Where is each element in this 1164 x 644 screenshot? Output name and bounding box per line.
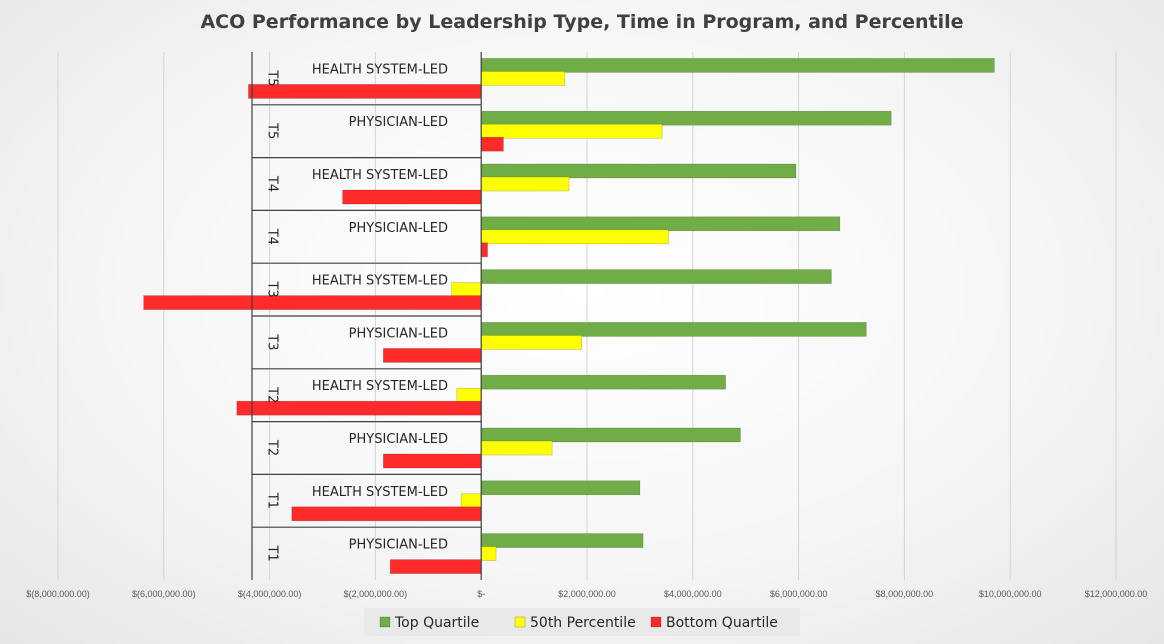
bar-bottom-quartile [389, 559, 482, 574]
legend-label-bottom-quartile: Bottom Quartile [666, 615, 778, 631]
bar-top-quartile [480, 533, 644, 548]
bar-top-quartile [480, 163, 797, 179]
category-label: PHYSICIAN-LED [349, 432, 448, 447]
x-tick-label: $(4,000,000.00) [238, 589, 302, 599]
bar-50th-percentile [480, 546, 497, 561]
category-group-label: T5 [265, 69, 280, 86]
category-label: HEALTH SYSTEM-LED [312, 485, 448, 500]
category-label: HEALTH SYSTEM-LED [312, 62, 448, 77]
category-label: HEALTH SYSTEM-LED [312, 168, 448, 183]
x-tick-label: $6,000,000.00 [770, 589, 828, 599]
category-group-label: T1 [265, 544, 280, 561]
bar-50th-percentile [480, 176, 570, 192]
x-tick-label: $8,000,000.00 [876, 589, 934, 599]
category-label: PHYSICIAN-LED [349, 221, 448, 236]
category-axis: T5 HEALTH SYSTEM-LED T5 PHYSICIAN-LED T4 HEAL… [251, 52, 482, 580]
category-group-label: T4 [265, 228, 280, 245]
x-tick-label: $4,000,000.00 [664, 589, 722, 599]
bar-bottom-quartile [143, 295, 482, 310]
legend-label-top-quartile: Top Quartile [394, 615, 479, 631]
legend-swatch-bottom-quartile [650, 616, 662, 628]
legend-swatch-50th-percentile [514, 616, 526, 628]
bar-50th-percentile [480, 335, 583, 350]
category-label: PHYSICIAN-LED [349, 115, 448, 130]
bar-top-quartile [480, 58, 995, 73]
bar-top-quartile [480, 480, 641, 496]
bar-top-quartile [480, 269, 832, 284]
bar-bottom-quartile [383, 348, 482, 363]
bar-top-quartile [480, 322, 867, 337]
bar-50th-percentile [460, 493, 482, 509]
category-group-label: T2 [265, 386, 280, 403]
chart-title: ACO Performance by Leadership Type, Time… [200, 11, 963, 33]
x-tick-label: $(6,000,000.00) [132, 589, 196, 599]
bar-top-quartile [480, 374, 726, 390]
legend-swatch-top-quartile [379, 616, 391, 628]
category-group-label: T2 [265, 439, 280, 456]
bar-bottom-quartile [383, 453, 482, 469]
category-group-label: T4 [265, 175, 280, 192]
category-group-label: T3 [265, 333, 280, 350]
bar-50th-percentile [480, 229, 669, 245]
x-tick-label: $- [477, 589, 485, 599]
category-label: HEALTH SYSTEM-LED [312, 274, 448, 289]
x-tick-label: $(8,000,000.00) [26, 589, 90, 599]
category-label: HEALTH SYSTEM-LED [312, 379, 448, 394]
bar-top-quartile [480, 427, 741, 443]
bar-bottom-quartile [291, 506, 482, 522]
bar-bottom-quartile [480, 136, 504, 152]
bar-50th-percentile [451, 282, 482, 297]
x-tick-label: $(2,000,000.00) [344, 589, 408, 599]
bar-bottom-quartile [342, 189, 482, 205]
x-tick-label: $12,000,000.00 [1085, 589, 1148, 599]
x-tick-label: $2,000,000.00 [558, 589, 616, 599]
bar-top-quartile [480, 110, 892, 126]
bar-50th-percentile [480, 440, 553, 456]
legend: Top Quartile 50th Percentile Bottom Quarti… [364, 608, 800, 636]
bar-top-quartile [480, 216, 841, 232]
bar-50th-percentile [456, 387, 482, 403]
legend-label-50th-percentile: 50th Percentile [530, 615, 636, 631]
bar-bottom-quartile [248, 84, 482, 99]
category-label: PHYSICIAN-LED [349, 538, 448, 553]
category-group-label: T3 [265, 280, 280, 297]
x-axis-ticks: $(8,000,000.00) $(6,000,000.00) $(4,000,00… [26, 589, 1147, 599]
bar-50th-percentile [480, 123, 663, 139]
bar-bottom-quartile [480, 242, 488, 258]
x-tick-label: $10,000,000.00 [979, 589, 1042, 599]
bars [143, 58, 995, 574]
legend-box [364, 608, 800, 636]
category-group-label: T1 [265, 492, 280, 509]
category-label: PHYSICIAN-LED [349, 326, 448, 341]
category-group-label: T5 [265, 122, 280, 139]
bar-50th-percentile [480, 71, 566, 86]
